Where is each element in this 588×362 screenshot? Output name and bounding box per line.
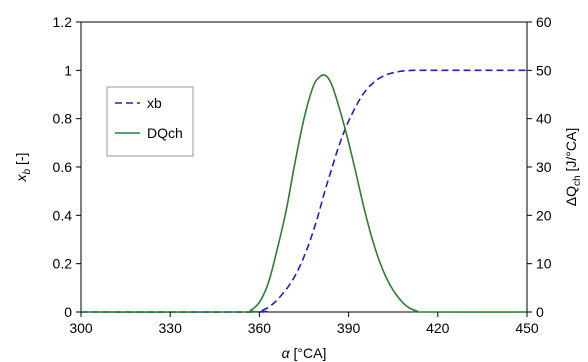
y-right-tick-label: 40: [536, 111, 552, 127]
y-left-tick-label: 1: [64, 62, 72, 78]
series-line-dqch: [80, 74, 528, 313]
y-left-tick-label: 0: [64, 304, 72, 320]
y-left-axis-ticks: 0 0.2 0.4 0.6 0.8 1 1.2: [53, 14, 81, 320]
x-tick-label: 420: [426, 320, 450, 336]
series-line-xb: [80, 69, 527, 313]
plot-frame: [80, 21, 528, 313]
y-left-axis-label: xb [-]: [13, 153, 33, 183]
y-right-tick-label: 60: [536, 14, 552, 30]
y-right-axis-label: ΔQch [J/°CA]: [563, 128, 583, 206]
legend-label-xb: xb: [147, 95, 162, 111]
series-layer: [80, 69, 528, 313]
x-axis-label: α [°CA]: [282, 345, 327, 361]
y-left-tick-label: 0.2: [53, 256, 73, 272]
y-right-tick-label: 10: [536, 256, 552, 272]
y-left-tick-label: 0.4: [53, 207, 73, 223]
legend: xb DQch: [106, 86, 194, 157]
legend-box: [106, 86, 194, 157]
x-tick-label: 390: [337, 320, 361, 336]
plot-area: [80, 21, 528, 313]
x-tick-label: 330: [159, 320, 183, 336]
y-right-tick-label: 30: [536, 159, 552, 175]
x-tick-label: 360: [248, 320, 272, 336]
x-axis-ticks: 300 330 360 390 420 450: [69, 312, 539, 336]
y-right-tick-label: 20: [536, 207, 552, 223]
y-left-tick-label: 0.8: [53, 111, 73, 127]
y-right-axis-ticks: 0 10 20 30 40 50 60: [527, 14, 552, 320]
legend-label-dqch: DQch: [147, 125, 183, 141]
y-right-tick-label: 50: [536, 62, 552, 78]
y-left-tick-label: 0.6: [53, 159, 73, 175]
x-tick-label: 450: [515, 320, 539, 336]
x-tick-label: 300: [69, 320, 93, 336]
y-left-tick-label: 1.2: [53, 14, 73, 30]
y-right-tick-label: 0: [536, 304, 544, 320]
